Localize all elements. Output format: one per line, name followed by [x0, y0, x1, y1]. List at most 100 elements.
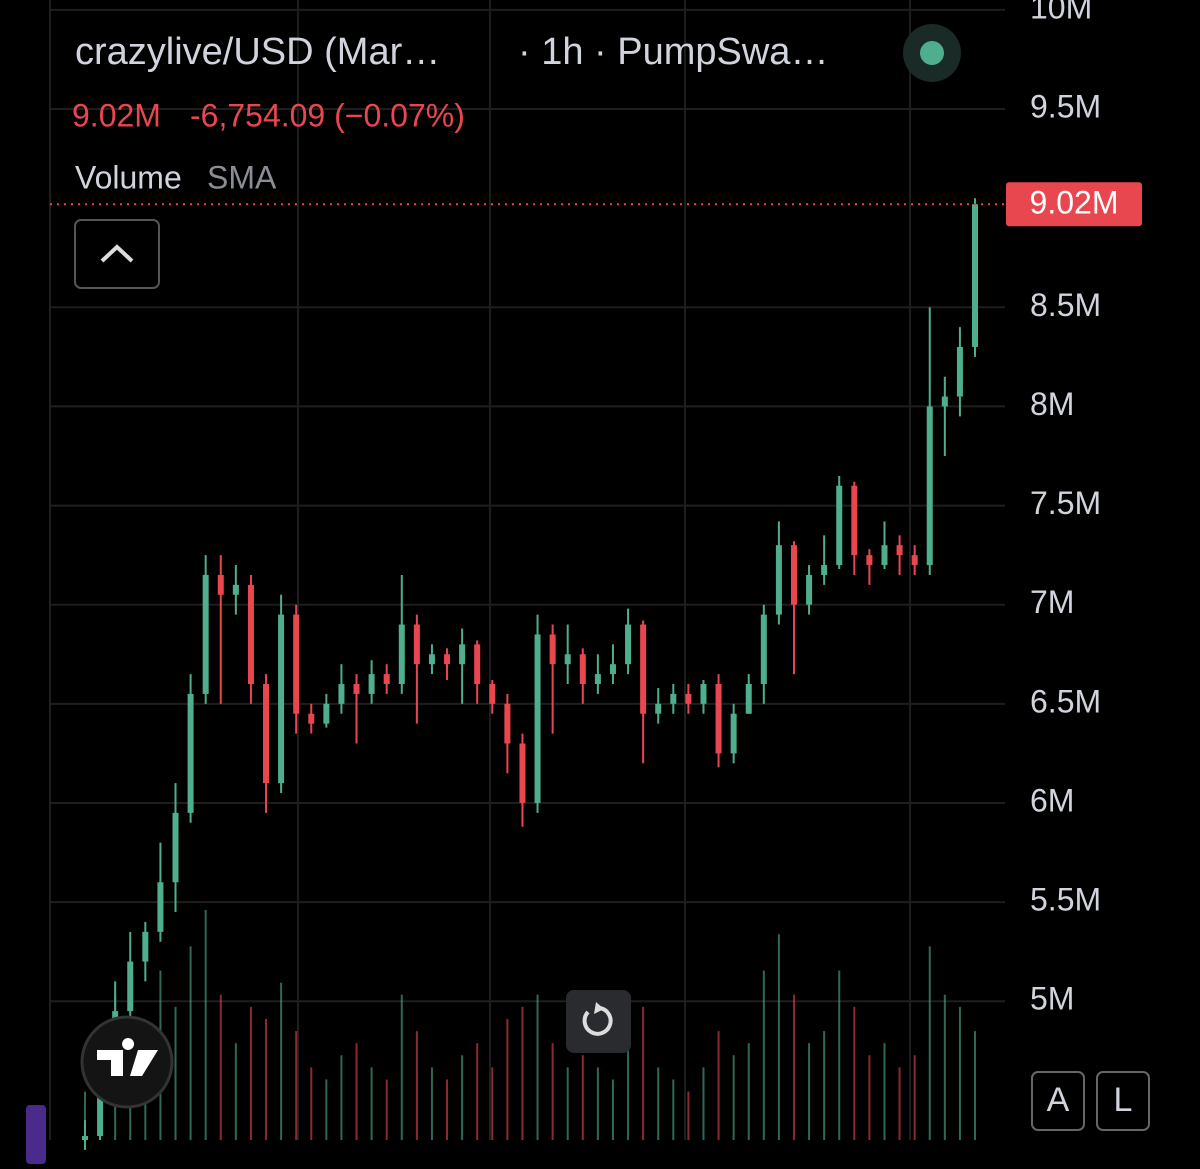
volume-bar: [958, 1006, 961, 1140]
volume-bar: [581, 1055, 584, 1140]
candle-body: [489, 684, 496, 704]
status-dot: [920, 41, 944, 65]
indicator-setting: SMA: [207, 159, 277, 195]
volume-bar: [536, 994, 539, 1140]
collapse-icon: [100, 244, 134, 263]
volume-bar: [596, 1067, 599, 1140]
log-button[interactable]: [1096, 1071, 1150, 1131]
volume-bar: [355, 1043, 358, 1140]
candle-body: [836, 485, 843, 566]
volume-bar: [174, 1006, 177, 1140]
volume-bar: [853, 1006, 856, 1140]
y-tick-label: 8M: [1030, 386, 1074, 422]
volume-bar: [974, 1031, 976, 1140]
candle-body: [428, 654, 435, 665]
y-tick-label: 6.5M: [1030, 683, 1101, 719]
volume-bar: [249, 1006, 252, 1140]
candle-body: [594, 674, 601, 684]
candle-body: [760, 614, 767, 684]
volume-bar: [340, 1055, 343, 1140]
candle-body: [459, 644, 466, 665]
header-change: -6,754.09 (−0.07%): [190, 97, 465, 133]
candle-body: [398, 624, 405, 684]
side-tab[interactable]: [26, 1105, 46, 1164]
volume-bar: [84, 1091, 86, 1140]
volume-bar: [611, 1079, 614, 1140]
volume-bar: [823, 1031, 826, 1140]
candle-body: [806, 574, 813, 605]
volume-bar: [913, 1055, 916, 1140]
price-tag: [1006, 182, 1142, 227]
volume-bar: [476, 1043, 479, 1140]
candle-body: [745, 684, 752, 714]
candle-body: [97, 1080, 104, 1137]
candle-body: [926, 406, 933, 566]
candle-body: [247, 584, 254, 684]
reset-icon: [582, 1006, 613, 1036]
volume-bar: [219, 994, 222, 1140]
candle-body: [625, 624, 632, 665]
volume-bar: [717, 1031, 720, 1140]
tradingview-logo[interactable]: [80, 1015, 174, 1109]
candle-body: [775, 545, 782, 615]
volume-bar: [868, 1055, 871, 1140]
volume-bar: [551, 1043, 554, 1140]
volume-bar: [883, 1043, 886, 1140]
auto-button[interactable]: [1031, 1071, 1085, 1131]
volume-bar: [325, 1079, 328, 1140]
volume-bar: [943, 994, 946, 1140]
volume-bar: [506, 1018, 509, 1140]
volume-bar: [928, 946, 931, 1140]
volume-bar: [461, 1055, 464, 1140]
volume-bar: [280, 982, 283, 1140]
candle-body: [142, 931, 149, 962]
candle-body: [504, 703, 511, 744]
collapse-button[interactable]: [74, 219, 160, 289]
candle-body: [293, 614, 300, 714]
volume-bar: [370, 1067, 373, 1140]
candle-body: [609, 664, 616, 675]
volume-bar: [415, 1031, 418, 1140]
volume-bar: [310, 1067, 313, 1140]
candle-body: [474, 644, 481, 684]
volume-bar: [204, 910, 207, 1140]
candle-body: [413, 624, 420, 665]
candle-body: [187, 693, 194, 813]
candle-body: [202, 574, 209, 694]
volume-bar: [295, 1031, 298, 1140]
volume-bar: [521, 1006, 524, 1140]
candle-body: [730, 713, 737, 754]
candle-body: [534, 634, 541, 803]
volume-bar: [265, 1018, 268, 1140]
reset-button[interactable]: [566, 990, 631, 1053]
volume-bar: [898, 1067, 901, 1140]
auto-label: A: [1047, 1081, 1070, 1119]
log-label: L: [1114, 1081, 1133, 1119]
candle-body: [323, 703, 330, 724]
candle-body: [685, 693, 692, 704]
candle-body: [911, 555, 918, 566]
candle-body: [896, 545, 903, 556]
candle-body: [232, 584, 239, 595]
volume-bar: [777, 934, 780, 1140]
candle-body: [866, 555, 873, 566]
y-tick-label: 10M: [1030, 0, 1092, 25]
volume-bar: [747, 1043, 750, 1140]
y-tick-label: 9.5M: [1030, 88, 1101, 124]
volume-bar: [672, 1079, 675, 1140]
candle-body: [941, 396, 948, 407]
volume-bar: [838, 970, 841, 1140]
volume-bar: [792, 994, 795, 1140]
volume-bar: [566, 1067, 569, 1140]
volume-bar: [446, 1079, 449, 1140]
interval: · 1h · PumpSwa…: [518, 31, 828, 73]
candle-body: [353, 684, 360, 694]
logo-mark: [97, 1038, 158, 1076]
y-tick-label: 5.5M: [1030, 882, 1101, 918]
candle-body: [715, 684, 722, 754]
reset-arrow: [594, 1002, 604, 1014]
volume-bar: [808, 1043, 811, 1140]
volume-bar: [702, 1067, 705, 1140]
candle-body: [790, 545, 797, 605]
